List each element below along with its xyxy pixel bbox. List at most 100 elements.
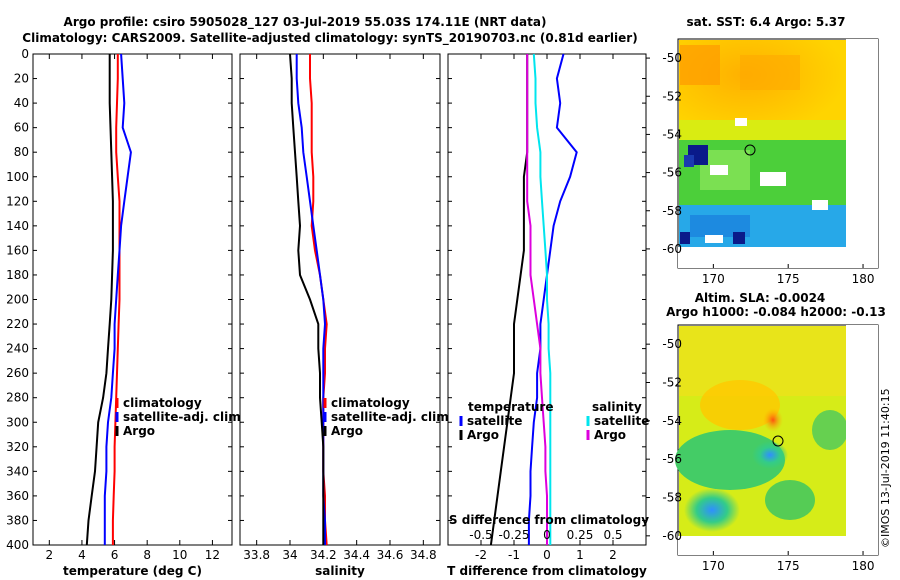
depth-tick-label: 380 [6,513,29,527]
sst_map-ytick-label: -50 [662,51,682,65]
sla_map-ytick-label: -60 [662,529,682,543]
salinity-series-line [289,53,325,545]
difference-xtick-label: -1 [508,548,520,562]
temperature-frame [32,53,233,546]
profile-panels: 2 4 6 8 10 1202040608010012014016018020022024… [6,47,649,578]
difference-legend-label: Argo [594,428,626,442]
sla_map-xtick-label: 170 [702,559,725,573]
salinity-xtick-label: 34.4 [343,548,370,562]
sst_map-xtick-label: 170 [702,272,725,286]
difference-legend-label: satellite [467,414,522,428]
difference-salinity-axis-label: S difference from climatology [449,513,649,527]
sla_map-ytick-label: -58 [662,491,682,505]
salinity-legend-label: satellite-adj. clim. [331,410,453,424]
sla-map: Altim. SLA: -0.0024 Argo h1000: -0.084 h… [646,291,886,573]
temperature-xtick-label: 4 [78,548,86,562]
salinity-legend-label: climatology [331,396,410,410]
sst_map-ytick-label: -56 [662,166,682,180]
depth-tick-label: 320 [6,440,29,454]
temperature-series-line [111,54,121,545]
difference-legend-label: Argo [467,428,499,442]
depth-tick-label: 40 [14,96,29,110]
depth-tick-label: 400 [6,538,29,552]
sla-map-title: Altim. SLA: -0.0024 [695,291,826,305]
difference-xtick-label: 1 [576,548,584,562]
depth-tick-label: 200 [6,293,29,307]
salinity-xlabel: salinity [315,564,365,578]
panel-difference: -2 -1 0 1 2 T difference from climatology temp… [447,53,649,578]
figure-title-line2: Climatology: CARS2009. Satellite-adjuste… [22,31,637,46]
sst-map-field [679,40,846,247]
salinity-legend-label: Argo [331,424,363,438]
panel-salinity: 33.8 34 34.2 34.4 34.6 34.8 salinity climatolog… [239,53,453,578]
depth-tick-label: 80 [14,145,29,159]
sst_map-ytick-label: -52 [662,89,682,103]
depth-tick-label: 260 [6,366,29,380]
sst-map-title: sat. SST: 6.4 Argo: 5.37 [686,15,845,29]
sst_map-ytick-label: -60 [662,242,682,256]
temperature-series-line [85,54,114,546]
temperature-xlabel: temperature (deg C) [63,564,202,578]
temperature-legend-label: Argo [123,424,155,438]
salinity-xtick-label: 34.2 [310,548,337,562]
sla_map-ytick-label: -54 [662,414,682,428]
difference-xtick-label: 2 [609,548,617,562]
temperature-xtick-label: 12 [205,548,220,562]
difference-legend-temperature-title: temperature [468,400,553,414]
depth-tick-label: 240 [6,342,29,356]
temperature-series-line [103,53,132,545]
depth-tick-label: 120 [6,194,29,208]
sst_map-ytick-label: -58 [662,204,682,218]
sla_map-ytick-label: -50 [662,337,682,351]
depth-tick-label: 140 [6,219,29,233]
depth-tick-label: 0 [21,47,29,61]
salinity-xtick-label: 34.6 [377,548,404,562]
difference-xtick-label: 0 [543,548,551,562]
sla_map-ytick-label: -56 [662,452,682,466]
depth-tick-label: 100 [6,170,29,184]
imos-credit: ©IMOS 13-Jul-2019 11:40:15 [879,388,892,548]
difference-xlabel: T difference from climatology [447,564,647,578]
panel-temperature: 2 4 6 8 10 1202040608010012014016018020022024… [6,47,245,578]
sst-map-axes: 170 175 180 -50 -52 -54 -56 -58 -60 [646,51,874,286]
depth-tick-label: 60 [14,121,29,135]
difference-salinity-tick-label: 0.5 [603,528,622,542]
difference-xtick-label: -2 [475,548,487,562]
sst_map-xtick-label: 180 [852,272,875,286]
sla_map-xtick-label: 180 [852,559,875,573]
difference-legend-salinity-title: salinity [592,400,642,414]
temperature-xtick-label: 8 [143,548,151,562]
depth-tick-label: 180 [6,268,29,282]
depth-tick-label: 360 [6,489,29,503]
sst-map: sat. SST: 6.4 Argo: 5.37 170 175 180 -50 -52… [646,15,879,286]
temperature-xtick-label: 6 [111,548,119,562]
sla_map-ytick-label: -52 [662,376,682,390]
temperature-xtick-label: 2 [45,548,53,562]
depth-tick-label: 340 [6,464,29,478]
figure-title-line1: Argo profile: csiro 5905028_127 03-Jul-2… [64,15,547,30]
sst_map-ytick-label: -54 [662,127,682,141]
temperature-legend-label: satellite-adj. clim. [123,410,245,424]
salinity-xtick-label: 34.8 [410,548,437,562]
depth-tick-label: 20 [14,72,29,86]
sla-map-field [675,326,848,536]
temperature-legend-label: climatology [123,396,202,410]
difference-legend-label: satellite [594,414,649,428]
depth-tick-label: 160 [6,243,29,257]
sla-map-subtitle: Argo h1000: -0.084 h2000: -0.13 [666,305,886,319]
salinity-frame [239,53,441,546]
sla-map-argo-marker [772,435,784,447]
difference-salinity-tick-label: -0.5 [469,528,492,542]
depth-tick-label: 300 [6,415,29,429]
temperature-xtick-label: 10 [172,548,187,562]
difference-salinity-tick-label: 0.25 [567,528,594,542]
difference-series-line [527,53,578,545]
sla-map-axes: 170 175 180 -50 -52 -54 -56 -58 -60 [646,337,874,573]
sst-map-argo-marker [744,144,756,156]
depth-tick-label: 280 [6,391,29,405]
difference-series-line [532,53,552,545]
depth-tick-label: 220 [6,317,29,331]
difference-series-line [526,54,548,545]
sst_map-xtick-label: 175 [777,272,800,286]
